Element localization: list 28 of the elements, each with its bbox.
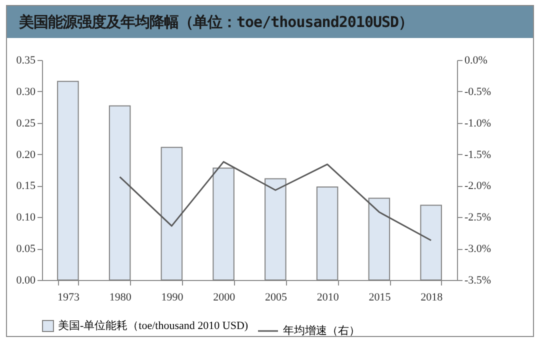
y-tick-label: 0.15 <box>16 180 36 192</box>
x-tick-label: 2005 <box>264 292 288 304</box>
y-tick-label: 0.30 <box>16 86 36 98</box>
y2-tick-label: -2.0% <box>464 180 492 192</box>
y-tick-label: 0.05 <box>16 243 36 256</box>
y2-tick-label: -3.0% <box>464 243 492 256</box>
legend-label: 年均增速（右） <box>283 324 360 337</box>
y2-tick-label: 0.0% <box>464 54 488 66</box>
line-series <box>119 161 432 242</box>
x-tick-label: 2000 <box>213 292 236 304</box>
x-tick-label: 2018 <box>420 292 444 304</box>
y-tick-label: 0.10 <box>16 212 36 224</box>
y2-tick-label: -2.5% <box>464 212 492 224</box>
x-tick-label: 2010 <box>316 292 340 304</box>
chart-title: 美国能源强度及年均降幅（单位：toe/thousand2010USD） <box>7 6 533 38</box>
y-tick-label: 0.00 <box>16 274 36 286</box>
x-tick-label: 2015 <box>368 292 392 304</box>
x-tick-label: 1980 <box>109 292 132 304</box>
x-tick-label: 1973 <box>57 292 80 304</box>
y2-tick-label: -3.5% <box>464 274 492 286</box>
x-tick-label: 1990 <box>161 292 184 304</box>
y2-tick-label: -1.0% <box>464 117 492 130</box>
y2-tick-label: -1.5% <box>464 148 492 161</box>
y-tick-label: 0.35 <box>16 54 36 66</box>
y-tick-label: 0.25 <box>16 117 36 130</box>
legend-label: 美国-单位能耗（toe/thousand 2010 USD) <box>58 319 248 332</box>
y-tick-label: 0.20 <box>16 148 36 161</box>
y2-tick-label: -0.5% <box>464 86 492 98</box>
